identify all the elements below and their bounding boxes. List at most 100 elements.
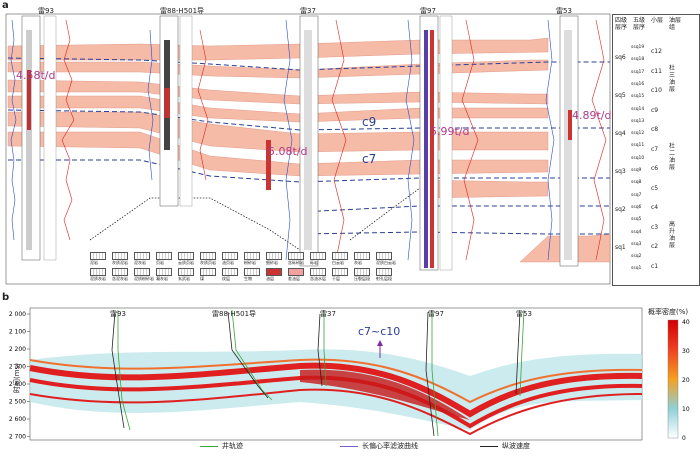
legend-swatch: [266, 252, 282, 260]
legend-label: 灰质泥岩: [112, 260, 128, 265]
colorbar-tick-label: 0: [682, 435, 686, 442]
well-column-4: [419, 15, 453, 271]
colorbar-title: 概率密度(%): [648, 308, 689, 316]
b-well-name-3: 雷37: [320, 310, 336, 318]
colorbar-tick-label: 20: [682, 377, 690, 384]
legend-label: 泥岩: [90, 260, 98, 265]
b-well-name-5: 雷53: [516, 310, 532, 318]
colorbar-tick-label: 30: [682, 348, 690, 355]
well-column-5: [559, 15, 579, 267]
legend-swatch: [376, 252, 392, 260]
lithology-legend: 泥岩 灰质泥岩 泥灰岩 页岩 云质页岩 灰质页岩 油页岩 粉砂岩 细砂岩 含砾砂岩 砾岩 白云岩 灰岩泥…: [90, 252, 410, 286]
legend-line: [480, 446, 498, 447]
legend-swatch: [266, 268, 282, 276]
legend-swatch: [310, 268, 326, 276]
legend-swatch: [310, 252, 326, 260]
legend-swatch: [156, 252, 172, 260]
legend-label: 泥质粉砂岩: [134, 276, 154, 281]
production-label-1: 4.58t/d: [16, 69, 56, 82]
legend-label: 泥质灰岩: [90, 276, 106, 281]
layer-item: c9: [651, 106, 659, 114]
well-correlation-section: [5, 13, 611, 285]
sequence5-item: ssq14: [631, 106, 645, 112]
sequence5-item: ssq18: [631, 57, 645, 63]
panel-b-legend: 井轨迹 长偏心率滤波曲线 纵波速度: [200, 442, 620, 454]
sequence5-item: ssq12: [631, 131, 645, 137]
layer-item: c8: [651, 126, 659, 133]
legend-swatch: [200, 268, 216, 276]
sequence5-item: ssq1: [631, 266, 642, 272]
well-column-3: [266, 15, 319, 267]
sequence5-item: ssq15: [631, 94, 645, 100]
layer-item: c10: [651, 87, 662, 94]
base-unconformity: [89, 197, 301, 251]
colorbar-tick-label: 10: [682, 406, 690, 413]
legend-label: 泥质白云岩: [376, 260, 396, 265]
zone-label-c7: c7: [362, 152, 377, 166]
b-well-name-4: 雷97: [428, 310, 444, 318]
y-tick-label: 2 500: [9, 399, 26, 406]
colorbar-ticks: 40 30 20 10 0: [682, 319, 690, 442]
sequence4-item: sq5: [615, 92, 626, 99]
legend-swatch: [222, 252, 238, 260]
well-column-2: [159, 15, 193, 207]
sequence4-item: sq3: [615, 168, 626, 175]
legend-label: 粉砂岩: [244, 260, 256, 265]
header-oil-group: 油层组: [669, 17, 682, 31]
legend-label: 压裂层段: [354, 276, 370, 281]
header-layer: 小层: [651, 17, 664, 24]
legend-swatch: [244, 252, 260, 260]
sequence5-item: ssq6: [631, 204, 642, 210]
sequence4-column: sq6 sq5 sq4 sq3 sq2 sq1: [613, 45, 631, 283]
legend-line: [340, 446, 358, 447]
legend-label: 泥灰岩: [134, 260, 146, 265]
legend-label: 差油层: [288, 276, 300, 281]
legend-swatch: [90, 252, 106, 260]
sequence5-column: ssq19 ssq18 ssq17 ssq16 ssq15 ssq14 ssq13 ssq12…: [631, 45, 649, 283]
legend-swatch: [112, 252, 128, 260]
y-tick-label: 2 700: [9, 434, 26, 441]
layer-item: c4: [651, 204, 659, 211]
y-axis-ticks: 2 000 2 100 2 200 2 300 2 400 2 500 2 600 2 700: [9, 311, 30, 441]
legend-label: 砾岩: [310, 260, 318, 265]
interval-annotation: c7~c10: [358, 325, 401, 338]
layer-item: c3: [651, 223, 659, 231]
legend-label: 云质页岩: [178, 260, 194, 265]
sequence5-item: ssq9: [631, 168, 642, 173]
layer-item: c11: [651, 67, 662, 75]
panel-a-label: a: [2, 0, 9, 11]
layer-item: c2: [651, 243, 659, 250]
well-column-1: [21, 15, 57, 261]
y-tick-label: 2 200: [9, 346, 26, 353]
b-well-name-2: 雷88-H501导: [212, 310, 257, 318]
well-name-5: 雷53: [556, 7, 572, 15]
legend-swatch: [134, 268, 150, 276]
legend-swatch: [354, 268, 370, 276]
header-sequence5: 五级层序: [633, 17, 646, 31]
sequence5-item: ssq13: [631, 118, 645, 124]
production-label-4: 4.89t/d: [572, 109, 612, 122]
legend-swatch: [332, 268, 348, 276]
sequence5-item: ssq8: [631, 180, 642, 186]
panel-b-label: b: [2, 292, 10, 303]
well-name-4: 雷97: [420, 7, 436, 15]
sequence5-item: ssq19: [631, 45, 645, 50]
legend-swatch: [200, 252, 216, 260]
layer-item: c12: [651, 48, 662, 55]
legend-swatch: [244, 268, 260, 276]
legend-label: 干层: [332, 276, 340, 281]
colorbar: [667, 319, 679, 439]
header-sequence4: 四级层序: [615, 17, 628, 31]
production-label-2: 5.08t/d: [268, 145, 308, 158]
oil-group-column: 杜三油层 杜二油层 高升油层: [667, 45, 685, 283]
legend-swatch: [376, 268, 392, 276]
legend-swatch: [332, 252, 348, 260]
y-tick-label: 2 100: [9, 329, 26, 336]
sequence5-item: ssq3: [631, 241, 642, 247]
layer-column: c12 c11 c10 c9 c8 c7 c6 c5 c4 c3 c2 c1: [649, 45, 667, 283]
legend-label: 玄武岩: [178, 276, 190, 281]
sequence4-item: sq2: [615, 206, 626, 213]
legend-text: 长偏心率滤波曲线: [362, 442, 418, 450]
zone-label-c9: c9: [362, 115, 377, 129]
